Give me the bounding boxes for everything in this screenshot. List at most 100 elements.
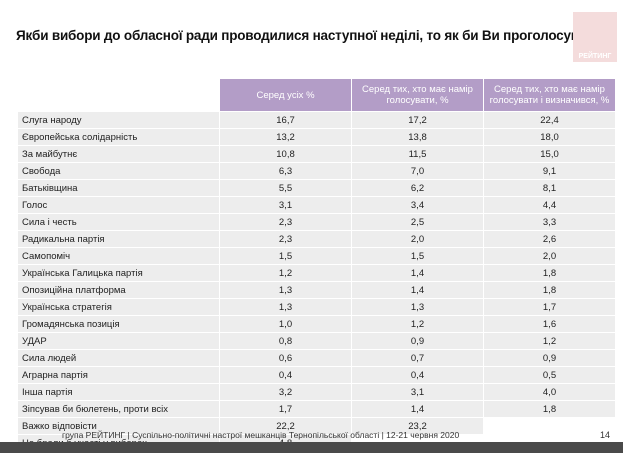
value-cell: 2,0 [351, 230, 484, 248]
value-cell: 1,7 [219, 400, 352, 418]
value-cell: 6,3 [219, 162, 352, 180]
row-label: Інша партія [17, 383, 220, 401]
value-cell: 5,5 [219, 179, 352, 197]
value-cell: 0,6 [219, 349, 352, 367]
row-label: Слуга народу [17, 111, 220, 129]
footer-text: група РЕЙТИНГ | Суспільно-політичні наст… [62, 430, 460, 440]
value-cell: 2,0 [483, 247, 616, 265]
value-cell: 3,4 [351, 196, 484, 214]
value-cell: 2,5 [351, 213, 484, 231]
value-cell: 1,8 [483, 264, 616, 282]
table-row: За майбутнє 10,8 11,5 15,0 [17, 145, 616, 163]
row-label: Сила і честь [17, 213, 220, 231]
value-cell: 1,0 [219, 315, 352, 333]
value-cell: 17,2 [351, 111, 484, 129]
value-cell: 1,8 [483, 281, 616, 299]
value-cell: 0,5 [483, 366, 616, 384]
row-label: Українська Галицька партія [17, 264, 220, 282]
table-header: Серед усіх % Серед тих, хто має намір го… [17, 78, 616, 112]
row-label: Радикальна партія [17, 230, 220, 248]
table-row: Українська стратегія 1,3 1,3 1,7 [17, 298, 616, 316]
value-cell: 3,3 [483, 213, 616, 231]
table-row: Сила людей 0,6 0,7 0,9 [17, 349, 616, 367]
row-label: УДАР [17, 332, 220, 350]
value-cell: 22,2 [219, 417, 352, 435]
value-cell: 1,2 [483, 332, 616, 350]
column-header: Серед тих, хто має намір голосувати, % [351, 78, 484, 112]
table-row: Українська Галицька партія 1,2 1,4 1,8 [17, 264, 616, 282]
row-label: За майбутнє [17, 145, 220, 163]
row-label: Зіпсував би бюлетень, проти всіх [17, 400, 220, 418]
value-cell: 1,6 [483, 315, 616, 333]
column-header: Серед усіх % [219, 78, 352, 112]
value-cell: 1,5 [351, 247, 484, 265]
value-cell: 0,8 [219, 332, 352, 350]
value-cell: 7,0 [351, 162, 484, 180]
row-label: Батьківщина [17, 179, 220, 197]
table-row: Європейська солідарність 13,2 13,8 18,0 [17, 128, 616, 146]
value-cell: 1,4 [351, 400, 484, 418]
value-cell: 4,0 [483, 383, 616, 401]
value-cell: 1,5 [219, 247, 352, 265]
table-row: Зіпсував би бюлетень, проти всіх 1,7 1,4 1,… [17, 400, 616, 418]
row-label: Громадянська позиція [17, 315, 220, 333]
table-row: Аграрна партія 0,4 0,4 0,5 [17, 366, 616, 384]
row-label: Самопоміч [17, 247, 220, 265]
table-row: Громадянська позиція 1,0 1,2 1,6 [17, 315, 616, 333]
value-cell: 1,2 [351, 315, 484, 333]
row-label: Аграрна партія [17, 366, 220, 384]
value-cell: 3,2 [219, 383, 352, 401]
slide-title: Якби вибори до обласної ради проводилися… [16, 28, 611, 43]
table-row: Батьківщина 5,5 6,2 8,1 [17, 179, 616, 197]
value-cell: 1,7 [483, 298, 616, 316]
table-row: Самопоміч 1,5 1,5 2,0 [17, 247, 616, 265]
value-cell: 6,2 [351, 179, 484, 197]
table-row: Радикальна партія 2,3 2,0 2,6 [17, 230, 616, 248]
value-cell: 0,7 [351, 349, 484, 367]
value-cell: 2,3 [219, 230, 352, 248]
row-label: Важко відповісти [17, 417, 220, 435]
results-table: Серед усіх % Серед тих, хто має намір го… [17, 78, 616, 452]
bottom-bar [0, 442, 623, 453]
page-number: 14 [600, 430, 611, 440]
row-label: Свобода [17, 162, 220, 180]
row-label: Українська стратегія [17, 298, 220, 316]
value-cell: 13,8 [351, 128, 484, 146]
value-cell: 16,7 [219, 111, 352, 129]
value-cell: 22,4 [483, 111, 616, 129]
value-cell: 0,9 [483, 349, 616, 367]
value-cell: 2,6 [483, 230, 616, 248]
value-cell: 4,4 [483, 196, 616, 214]
value-cell: 3,1 [219, 196, 352, 214]
logo-text: РЕЙТИНГ [578, 53, 612, 60]
value-cell: 18,0 [483, 128, 616, 146]
value-cell: 0,9 [351, 332, 484, 350]
table-row: Інша партія 3,2 3,1 4,0 [17, 383, 616, 401]
empty-cell [483, 417, 616, 435]
value-cell: 1,3 [219, 298, 352, 316]
row-label: Європейська солідарність [17, 128, 220, 146]
value-cell: 2,3 [219, 213, 352, 231]
value-cell: 0,4 [351, 366, 484, 384]
value-cell: 10,8 [219, 145, 352, 163]
value-cell: 8,1 [483, 179, 616, 197]
row-label: Сила людей [17, 349, 220, 367]
value-cell: 0,4 [219, 366, 352, 384]
value-cell: 1,2 [219, 264, 352, 282]
row-label: Голос [17, 196, 220, 214]
column-header: Серед тих, хто має намір голосувати і ви… [483, 78, 616, 112]
value-cell: 3,1 [351, 383, 484, 401]
value-cell: 11,5 [351, 145, 484, 163]
table-row: Опозиційна платформа 1,3 1,4 1,8 [17, 281, 616, 299]
table-row: Сила і честь 2,3 2,5 3,3 [17, 213, 616, 231]
value-cell: 1,3 [351, 298, 484, 316]
value-cell: 1,4 [351, 281, 484, 299]
table-row: УДАР 0,8 0,9 1,2 [17, 332, 616, 350]
rating-logo: РЕЙТИНГ [573, 12, 617, 62]
table-row: Свобода 6,3 7,0 9,1 [17, 162, 616, 180]
table-row: Слуга народу 16,7 17,2 22,4 [17, 111, 616, 129]
value-cell: 1,3 [219, 281, 352, 299]
value-cell: 13,2 [219, 128, 352, 146]
value-cell: 1,8 [483, 400, 616, 418]
table-row: Голос 3,1 3,4 4,4 [17, 196, 616, 214]
